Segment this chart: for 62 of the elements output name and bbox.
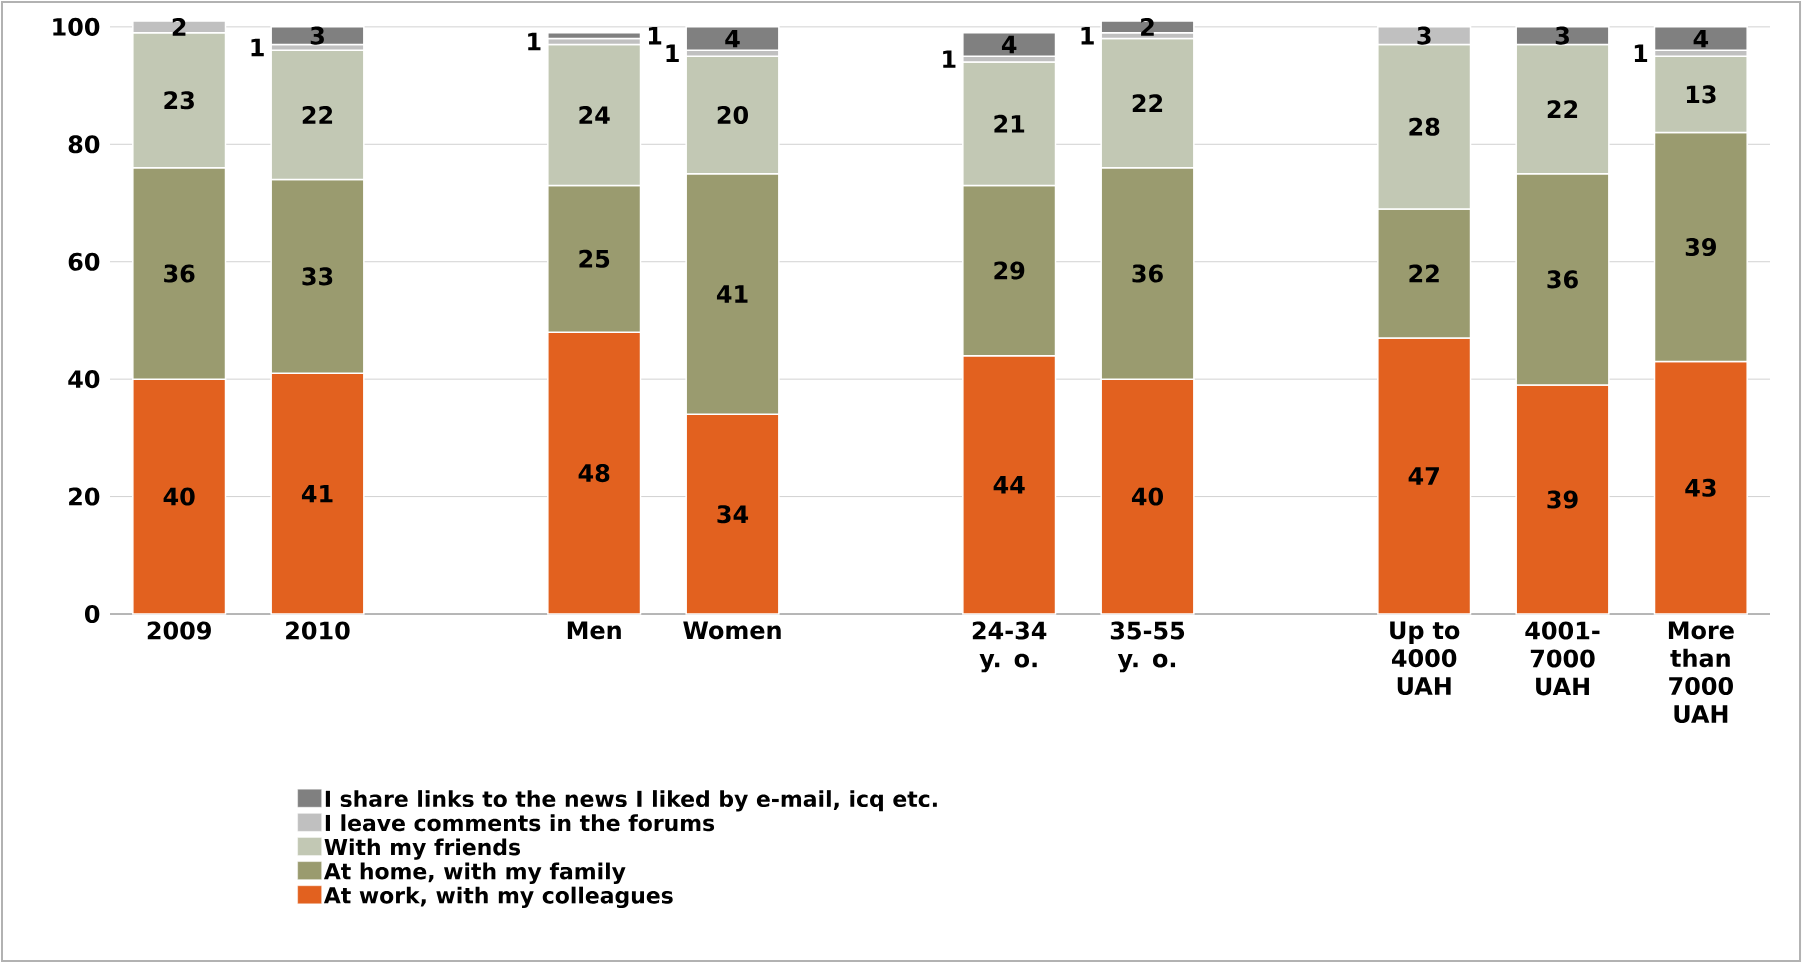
legend-label: I leave comments in the forums (325, 814, 715, 832)
data-label: 3 (1417, 26, 1431, 45)
y-tick-label: 40 (68, 370, 100, 389)
x-tick-label: Up to 4000 UAH (1390, 621, 1460, 696)
data-label: 36 (1547, 270, 1578, 289)
legend-label: At home, with my family (323, 862, 626, 884)
data-label: 44 (993, 476, 1025, 494)
data-label: 43 (1685, 478, 1716, 497)
data-label: 41 (716, 285, 748, 303)
legend-label: At work, with my colleagues (323, 886, 673, 909)
data-label: 1 (943, 50, 956, 68)
data-label: 41 (301, 484, 333, 503)
data-label: 2 (1141, 17, 1154, 36)
data-label: 3 (1555, 26, 1569, 45)
data-label: 4 (1001, 35, 1017, 54)
data-label: 29 (994, 261, 1025, 280)
data-label: 22 (1409, 264, 1439, 283)
data-label: 1 (528, 32, 541, 51)
data-label: 13 (1686, 85, 1716, 104)
data-label: 48 (578, 464, 610, 483)
data-label: 47 (1408, 467, 1439, 485)
data-label: 21 (994, 114, 1025, 133)
x-tick-label: 2010 (286, 621, 350, 640)
legend-label: I share links to the news I liked by e-mail, icq etc. (325, 790, 937, 812)
data-label: 1 (251, 38, 264, 57)
data-label: 22 (302, 106, 333, 124)
x-tick-label: Women (683, 621, 781, 640)
data-label: 22 (1132, 94, 1163, 113)
data-label: 39 (1547, 490, 1578, 509)
data-label: 3 (310, 26, 324, 45)
data-label: 40 (1131, 487, 1163, 506)
y-tick-label: 20 (69, 487, 100, 506)
data-label: 20 (717, 105, 748, 124)
data-label: 4 (1693, 29, 1709, 48)
data-label: 1 (666, 44, 679, 62)
x-tick-label: 4001-7000 UAH (1525, 621, 1600, 696)
data-label: 1 (1634, 44, 1648, 62)
data-label: 34 (717, 505, 749, 524)
x-tick-label: 2009 (147, 621, 211, 640)
data-label: 1 (648, 26, 662, 45)
y-tick-label: 80 (68, 135, 100, 154)
data-label: 22 (1547, 100, 1578, 118)
data-label: 2 (172, 17, 186, 36)
x-tick-label: Men (567, 621, 621, 640)
legend-label: With my friends (324, 838, 521, 860)
data-label: 1 (1081, 26, 1094, 45)
data-label: 24 (579, 106, 610, 124)
x-tick-label: More than 7000 UAH (1668, 621, 1734, 723)
y-tick-label: 100 (53, 17, 100, 36)
y-tick-label: 60 (68, 252, 100, 271)
data-label: 33 (302, 267, 333, 286)
data-label: 28 (1409, 117, 1440, 136)
data-label: 4 (725, 29, 740, 48)
data-label: 36 (1132, 264, 1163, 283)
y-tick-label: 0 (84, 604, 100, 624)
x-tick-label: 24-34 y. o. (972, 621, 1047, 673)
x-tick-label: 35-55 y. o. (1110, 621, 1185, 673)
data-label: 40 (163, 487, 195, 506)
data-label: 23 (164, 91, 194, 110)
data-label: 36 (164, 264, 195, 283)
data-label: 25 (579, 249, 610, 268)
data-label: 39 (1685, 237, 1716, 257)
